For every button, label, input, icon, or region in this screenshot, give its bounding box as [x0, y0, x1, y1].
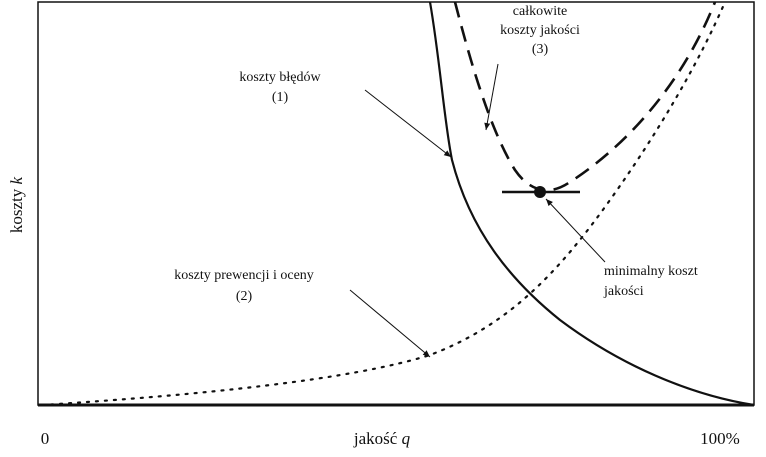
y-axis-label: koszty k: [7, 176, 26, 233]
curve-label: koszty błędów: [239, 70, 321, 85]
arrow: [349, 289, 431, 358]
minimum-label: jakości: [603, 284, 644, 299]
arrow: [364, 89, 452, 158]
curve-number: (2): [236, 289, 253, 304]
curve-label: całkowite: [513, 4, 567, 19]
prevention-cost-curve: [40, 0, 727, 407]
y-axis-variable: k: [7, 176, 26, 184]
x-end-label: 100%: [700, 429, 740, 448]
minimum-label: minimalny koszt: [604, 264, 698, 279]
frame: [37, 1, 755, 406]
x-axis-variable: q: [402, 429, 411, 448]
arrow: [484, 63, 499, 131]
x-axis-text: jakość: [353, 429, 398, 448]
y-axis-text: koszty: [7, 188, 26, 233]
minimum-point: [534, 186, 546, 198]
curve-number: (3): [532, 42, 549, 57]
failure-cost-curve: [428, 1, 755, 407]
x-start-label: 0: [41, 429, 50, 448]
total-cost-curve: [453, 1, 717, 192]
curve-label: koszty jakości: [500, 23, 580, 38]
x-axis-label: jakość q: [353, 429, 411, 448]
arrow: [545, 198, 606, 263]
curve-number: (1): [272, 90, 289, 105]
curve-label: koszty prewencji i oceny: [174, 268, 314, 283]
